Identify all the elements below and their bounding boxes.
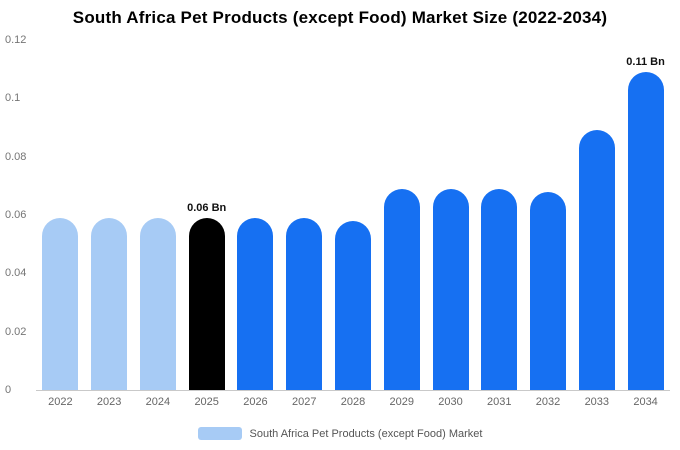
y-tick-label: 0.1 [5,92,21,105]
y-tick-label: 0.08 [5,150,27,163]
bar-value-label: 0.06 Bn [187,201,227,214]
legend-label: South Africa Pet Products (except Food) … [249,427,483,440]
bar-value-label: 0.11 Bn [626,56,665,69]
bar-slot [329,40,378,390]
bar-2031 [481,188,518,390]
x-axis-label: 2023 [96,396,122,408]
bar-2024 [139,217,176,390]
legend-swatch [197,427,242,440]
bar-2023 [91,217,128,390]
y-tick-label: 0 [5,383,12,396]
bar-slot [572,40,621,390]
bar-2022 [42,217,79,390]
x-axis-label: 2029 [389,396,414,408]
bar-2033 [578,130,615,390]
bar-slot: 0.11 Bn [621,40,670,390]
bar-2027 [286,217,323,390]
bar-2025 [188,217,225,390]
bar-2026 [237,217,274,390]
bar-2032 [530,191,567,390]
x-axis-label: 2025 [194,396,219,408]
x-axis-label: 2024 [145,396,171,408]
y-tick-label: 0.12 [5,34,27,46]
x-axis-label: 2031 [487,396,512,408]
bar-2028 [334,220,371,390]
x-axis: 2022 2023 2024 2025 2026 2027 2028 2029 2030 2031… [36,396,670,408]
x-axis-label: 2028 [340,396,366,408]
bar-slot [524,40,573,390]
y-tick-label: 0.02 [5,325,27,338]
bar-slot [475,40,524,390]
chart-title: South Africa Pet Products (except Food) … [72,8,608,27]
bar-2029 [383,188,420,390]
bar-slot [426,40,475,390]
x-axis-label: 2026 [243,396,268,408]
bar-slot [377,40,426,390]
y-tick-label: 0.06 [5,208,27,221]
y-axis: 0.12 0.1 0.08 0.06 0.04 0.02 0 [5,34,26,396]
legend: South Africa Pet Products (except Food) … [0,427,680,440]
x-axis-label: 2030 [438,396,463,408]
x-axis-label: 2027 [291,396,317,408]
bar-slot [36,40,85,390]
y-tick-label: 0.04 [5,267,27,280]
bar-slot: 0.06 Bn [182,40,231,390]
bar-slot [231,40,280,390]
x-axis-label: 2032 [535,396,561,408]
x-axis-label: 2022 [48,396,73,408]
bar-slot [280,40,329,390]
x-axis-label: 2034 [633,396,658,408]
plot-area: 0.06 Bn 0.11 Bn [36,40,670,391]
bar-2030 [432,188,469,390]
bar-slot [85,40,134,390]
x-axis-label: 2033 [584,396,610,408]
bar-slot [134,40,183,390]
bar-2034 [627,72,664,390]
